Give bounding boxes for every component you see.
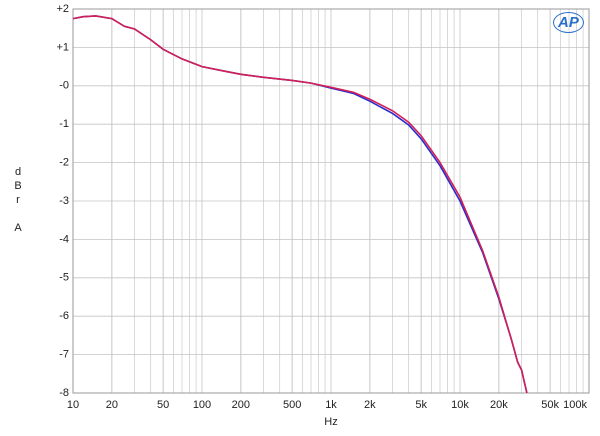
y-tick-label: -6 xyxy=(59,310,69,322)
plot-frame xyxy=(72,8,590,394)
x-tick-label: 20 xyxy=(106,399,118,411)
y-tick-label: -1 xyxy=(59,118,69,130)
x-tick-label: 10 xyxy=(67,399,79,411)
x-tick-label: 200 xyxy=(232,399,250,411)
x-tick-label: 50k xyxy=(541,399,559,411)
logo: AP xyxy=(553,12,584,33)
x-tick-label: 50 xyxy=(157,399,169,411)
x-tick-label: 100k xyxy=(563,399,587,411)
x-tick-label: 100 xyxy=(193,399,211,411)
x-tick-label: 10k xyxy=(451,399,469,411)
y-tick-label: +2 xyxy=(56,3,69,15)
y-tick-label: -7 xyxy=(59,349,69,361)
y-tick-label: -5 xyxy=(59,272,69,284)
y-tick-label: -0 xyxy=(59,80,69,92)
y-axis-label: dBr A xyxy=(12,166,24,236)
y-tick-label: +1 xyxy=(56,41,69,53)
x-tick-label: 2k xyxy=(364,399,376,411)
x-tick-label: 5k xyxy=(415,399,427,411)
data-line xyxy=(72,15,528,394)
y-tick-label: -2 xyxy=(59,157,69,169)
y-tick-label: -3 xyxy=(59,195,69,207)
x-tick-label: 20k xyxy=(490,399,508,411)
x-tick-label: 1k xyxy=(325,399,337,411)
data-line xyxy=(72,15,528,394)
x-axis-label: Hz xyxy=(324,416,337,428)
x-tick-label: 500 xyxy=(283,399,301,411)
y-tick-label: -4 xyxy=(59,233,69,245)
y-tick-label: -8 xyxy=(59,387,69,399)
